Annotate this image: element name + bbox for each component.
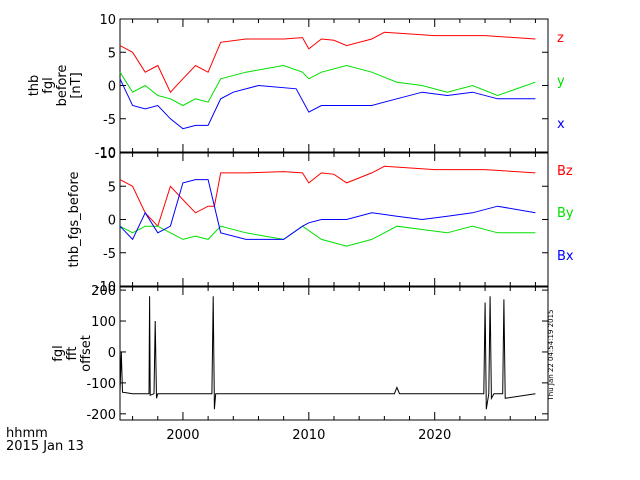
- series-line-offset: [119, 296, 536, 410]
- series-line-x: [119, 78, 536, 130]
- y-tick-label: 0: [108, 80, 116, 95]
- y-axis-label-line: fgl: [41, 77, 56, 93]
- legend-entry-Bx: Bx: [557, 249, 574, 264]
- x-tick-label: 2010: [292, 428, 325, 443]
- y-axis-label-line: offset: [79, 335, 94, 372]
- y-axis-label-line: thb: [27, 75, 42, 97]
- legend-entry-z: z: [557, 31, 564, 46]
- y-tick-label: 10: [99, 147, 116, 162]
- series-line-Bx: [119, 179, 536, 241]
- series-line-Bz: [119, 165, 536, 228]
- panel-frame: [119, 286, 549, 421]
- y-tick-label: -10: [95, 280, 116, 295]
- y-tick-label: -10: [95, 146, 116, 161]
- y-tick-label: 0: [108, 214, 116, 229]
- footer-line2: 2015 Jan 13: [6, 439, 84, 454]
- y-tick-label: -5: [103, 113, 116, 128]
- side-timestamp: Thu Jan 22 04:54:19 2015: [547, 310, 555, 402]
- panel-3: -200 -100 0 100 200 2000 2010 2020 fgl fft offset: [51, 284, 549, 443]
- legend-entry-By: By: [557, 206, 574, 221]
- legend-entry-Bz: Bz: [557, 164, 573, 179]
- y-tick-label: 200: [91, 284, 116, 299]
- y-axis-label-line: thb_fgs_before: [67, 171, 82, 267]
- series-line-y: [119, 64, 536, 107]
- x-tick-label: 2020: [418, 428, 451, 443]
- footer-line1: hhmm: [6, 426, 48, 441]
- legend-entry-y: y: [557, 74, 565, 89]
- y-tick-label: -200: [86, 408, 116, 423]
- y-tick-label: -100: [86, 377, 116, 392]
- legend-entry-x: x: [557, 117, 565, 132]
- y-tick-label: 10: [99, 13, 116, 28]
- panel-1: -10 -5 0 5 10 thb fgl before [nT] z y x: [27, 13, 565, 161]
- series-line-By: [119, 225, 536, 247]
- y-tick-label: 5: [108, 180, 116, 195]
- y-axis-label-line: fgl: [51, 345, 66, 361]
- y-tick-label: -5: [103, 247, 116, 262]
- y-axis-label-line: [nT]: [69, 72, 84, 98]
- series-line-z: [119, 31, 536, 94]
- y-axis-label-line: fft: [65, 346, 80, 360]
- x-tick-label: 2000: [166, 428, 199, 443]
- y-axis-label-line: before: [55, 65, 70, 107]
- panel-frame: [119, 18, 549, 153]
- y-tick-label: 0: [108, 346, 116, 361]
- y-tick-label: 5: [108, 46, 116, 61]
- panel-2: -10 -5 0 5 10 thb_fgs_before Bz By Bx: [67, 147, 574, 295]
- y-tick-label: 100: [91, 315, 116, 330]
